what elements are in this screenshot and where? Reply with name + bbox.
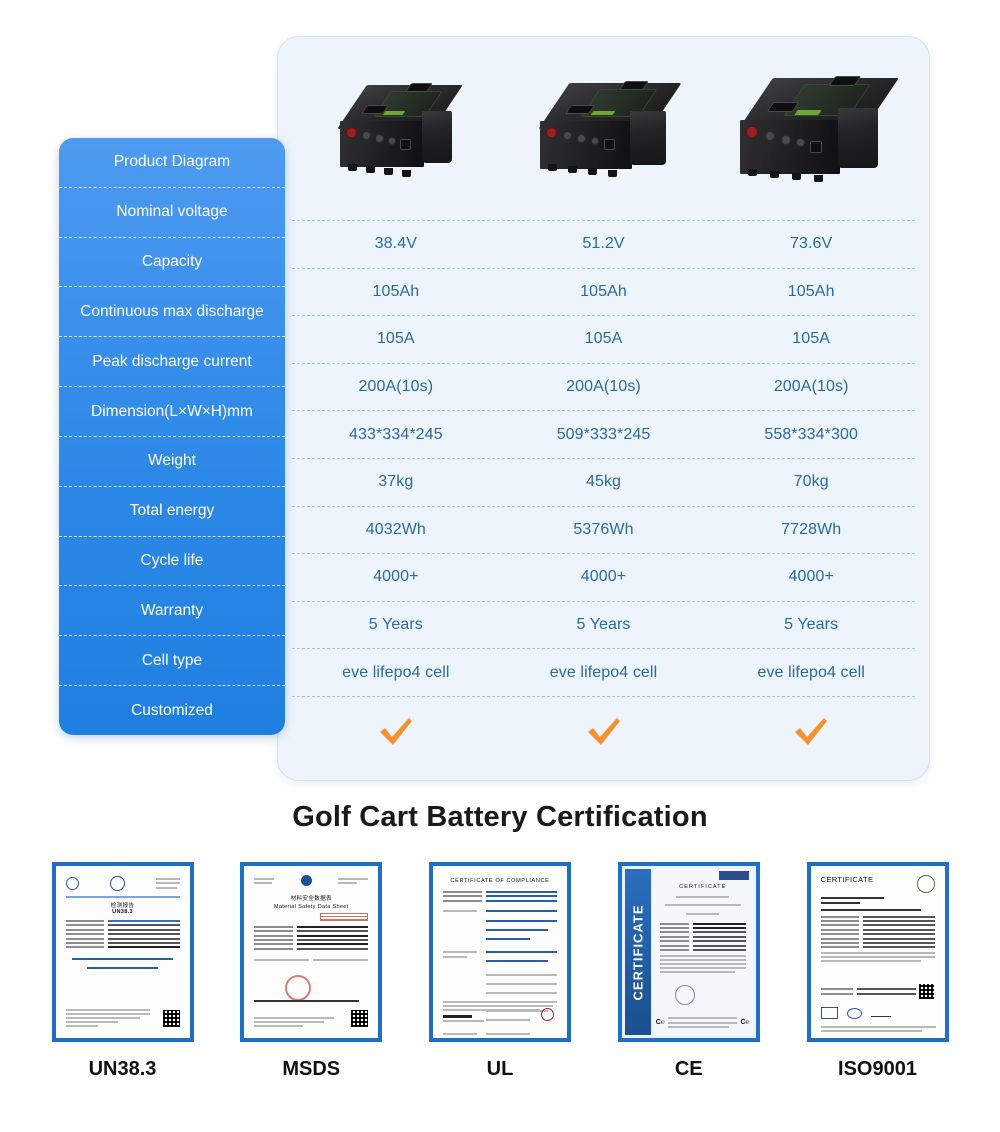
- spec-label-cycle-life: Cycle life: [59, 537, 285, 587]
- value-weight-3: 70kg: [793, 473, 829, 491]
- customized-cell-2: [500, 716, 708, 748]
- certificate-image-ce: CERTIFICATE CERTIFICATE: [617, 862, 760, 1042]
- spec-row-warranty: 5 Years 5 Years 5 Years: [292, 602, 915, 650]
- certificate-image-msds: 材料安全数据表 Material Safety Data Sheet: [240, 862, 383, 1042]
- value-nominal-voltage-1: 38.4V: [374, 235, 417, 253]
- value-capacity-3: 105Ah: [787, 282, 835, 300]
- certificate-caption-ul: UL: [486, 1058, 514, 1080]
- value-total-energy-3: 7728Wh: [781, 520, 842, 538]
- check-icon: [379, 717, 412, 745]
- spec-row-peak-discharge-current: 200A(10s) 200A(10s) 200A(10s): [292, 364, 915, 412]
- value-continuous-max-discharge-1: 105A: [376, 330, 415, 348]
- certificate-subheading-msds: Material Safety Data Sheet: [273, 903, 349, 910]
- golf-cart-battery-38v-image: [336, 81, 463, 177]
- certificate-item-ul[interactable]: CERTIFICATE OF COMPLIANCE: [418, 862, 583, 1081]
- value-weight-2: 45kg: [585, 473, 622, 491]
- value-cycle-life-2: 4000+: [580, 568, 627, 586]
- certificate-image-un383: 检测报告 UN38.3: [51, 862, 194, 1042]
- value-cycle-life-3: 4000+: [788, 568, 834, 586]
- value-continuous-max-discharge-3: 105A: [792, 330, 831, 348]
- spec-label-panel: Product Diagram Nominal voltage Capacity…: [59, 138, 285, 735]
- check-icon: [795, 717, 828, 745]
- spec-row-continuous-max-discharge: 105A 105A 105A: [292, 316, 915, 364]
- certificate-image-ul: CERTIFICATE OF COMPLIANCE: [429, 862, 571, 1042]
- value-peak-discharge-current-2: 200A(10s): [566, 378, 641, 396]
- value-dimension-3: 558*334*300: [764, 425, 858, 443]
- spec-values-grid: 38.4V 51.2V 73.6V 105Ah 105Ah 105Ah 105A…: [278, 37, 929, 780]
- spec-label-weight: Weight: [59, 437, 285, 487]
- certificate-caption-msds: MSDS: [282, 1058, 341, 1080]
- value-peak-discharge-current-1: 200A(10s): [358, 378, 434, 396]
- value-cell-type-1: eve lifepo4 cell: [342, 663, 450, 681]
- certification-list: 检测报告 UN38.3: [40, 862, 960, 1097]
- spec-row-nominal-voltage: 38.4V 51.2V 73.6V: [292, 221, 915, 269]
- value-warranty-1: 5 Years: [368, 616, 423, 634]
- certificate-item-msds[interactable]: 材料安全数据表 Material Safety Data Sheet: [229, 862, 394, 1081]
- certificate-caption-un383: UN38.3: [88, 1058, 157, 1080]
- value-nominal-voltage-2: 51.2V: [582, 235, 625, 253]
- certificate-heading-msds: 材料安全数据表: [290, 895, 332, 902]
- customized-cell-3: [707, 716, 915, 748]
- value-capacity-2: 105Ah: [580, 282, 627, 300]
- value-continuous-max-discharge-2: 105A: [584, 330, 623, 348]
- certificate-image-iso9001: CERTIFICATE: [806, 862, 949, 1042]
- certificate-heading-ce: CERTIFICATE: [679, 884, 727, 890]
- spec-row-weight: 37kg 45kg 70kg: [292, 459, 915, 507]
- spec-row-capacity: 105Ah 105Ah 105Ah: [292, 269, 915, 317]
- value-warranty-3: 5 Years: [784, 616, 839, 634]
- value-total-energy-1: 4032Wh: [365, 520, 426, 538]
- certificate-item-un383[interactable]: 检测报告 UN38.3: [40, 862, 205, 1081]
- check-icon: [587, 717, 620, 745]
- certificate-caption-ce: CE: [674, 1058, 703, 1080]
- battery-image-cell-1: [292, 37, 500, 220]
- battery-image-cell-3: [707, 37, 915, 220]
- golf-cart-battery-51v-image: [536, 79, 682, 179]
- certificate-item-ce[interactable]: CERTIFICATE CERTIFICATE: [606, 862, 771, 1081]
- battery-image-cell-2: [500, 37, 708, 220]
- spec-row-cell-type: eve lifepo4 cell eve lifepo4 cell eve li…: [292, 649, 915, 697]
- value-peak-discharge-current-3: 200A(10s): [773, 378, 849, 396]
- value-total-energy-2: 5376Wh: [573, 520, 634, 538]
- value-cycle-life-1: 4000+: [373, 568, 419, 586]
- spec-label-warranty: Warranty: [59, 586, 285, 637]
- certificate-heading-iso9001: CERTIFICATE: [820, 875, 874, 884]
- spec-label-product-diagram: Product Diagram: [59, 138, 285, 188]
- spec-label-nominal-voltage: Nominal voltage: [59, 188, 285, 238]
- certificate-subheading-un383: UN38.3: [112, 908, 133, 915]
- spec-row-cycle-life: 4000+ 4000+ 4000+: [292, 554, 915, 602]
- spec-label-total-energy: Total energy: [59, 487, 285, 537]
- value-weight-1: 37kg: [378, 473, 414, 491]
- certificate-item-iso9001[interactable]: CERTIFICATE: [795, 862, 960, 1081]
- value-nominal-voltage-3: 73.6V: [790, 235, 833, 253]
- spec-row-product-diagram: [292, 37, 915, 221]
- certificate-sidebar-ce: CERTIFICATE: [624, 869, 651, 1035]
- spec-label-cell-type: Cell type: [59, 636, 285, 687]
- spec-row-customized: [292, 697, 915, 767]
- certification-title: Golf Cart Battery Certification: [292, 801, 708, 833]
- golf-cart-battery-73v-image: [736, 74, 900, 184]
- value-cell-type-3: eve lifepo4 cell: [757, 663, 865, 681]
- spec-row-dimension: 433*334*245 509*333*245 558*334*300: [292, 411, 915, 459]
- certificate-sidebar-label-ce: CERTIFICATE: [630, 904, 646, 1000]
- spec-row-total-energy: 4032Wh 5376Wh 7728Wh: [292, 507, 915, 555]
- certificate-heading-un383: 检测报告: [110, 902, 135, 909]
- value-warranty-2: 5 Years: [576, 616, 631, 634]
- value-dimension-2: 509*333*245: [556, 425, 651, 443]
- certificate-heading-ul: CERTIFICATE OF COMPLIANCE: [450, 878, 550, 884]
- value-dimension-1: 433*334*245: [349, 425, 443, 443]
- spec-label-continuous-max-discharge: Continuous max discharge: [59, 287, 285, 338]
- customized-cell-1: [292, 716, 500, 748]
- spec-card: 38.4V 51.2V 73.6V 105Ah 105Ah 105Ah 105A…: [277, 36, 930, 781]
- spec-label-customized: Customized: [131, 701, 213, 719]
- certificate-caption-iso9001: ISO9001: [838, 1058, 917, 1080]
- spec-label-capacity: Capacity: [59, 238, 285, 288]
- spec-label-dimension: Dimension(L×W×H)mm: [59, 387, 285, 437]
- spec-label-peak-discharge-current: Peak discharge current: [59, 337, 285, 388]
- value-capacity-1: 105Ah: [372, 282, 420, 300]
- value-cell-type-2: eve lifepo4 cell: [549, 663, 658, 681]
